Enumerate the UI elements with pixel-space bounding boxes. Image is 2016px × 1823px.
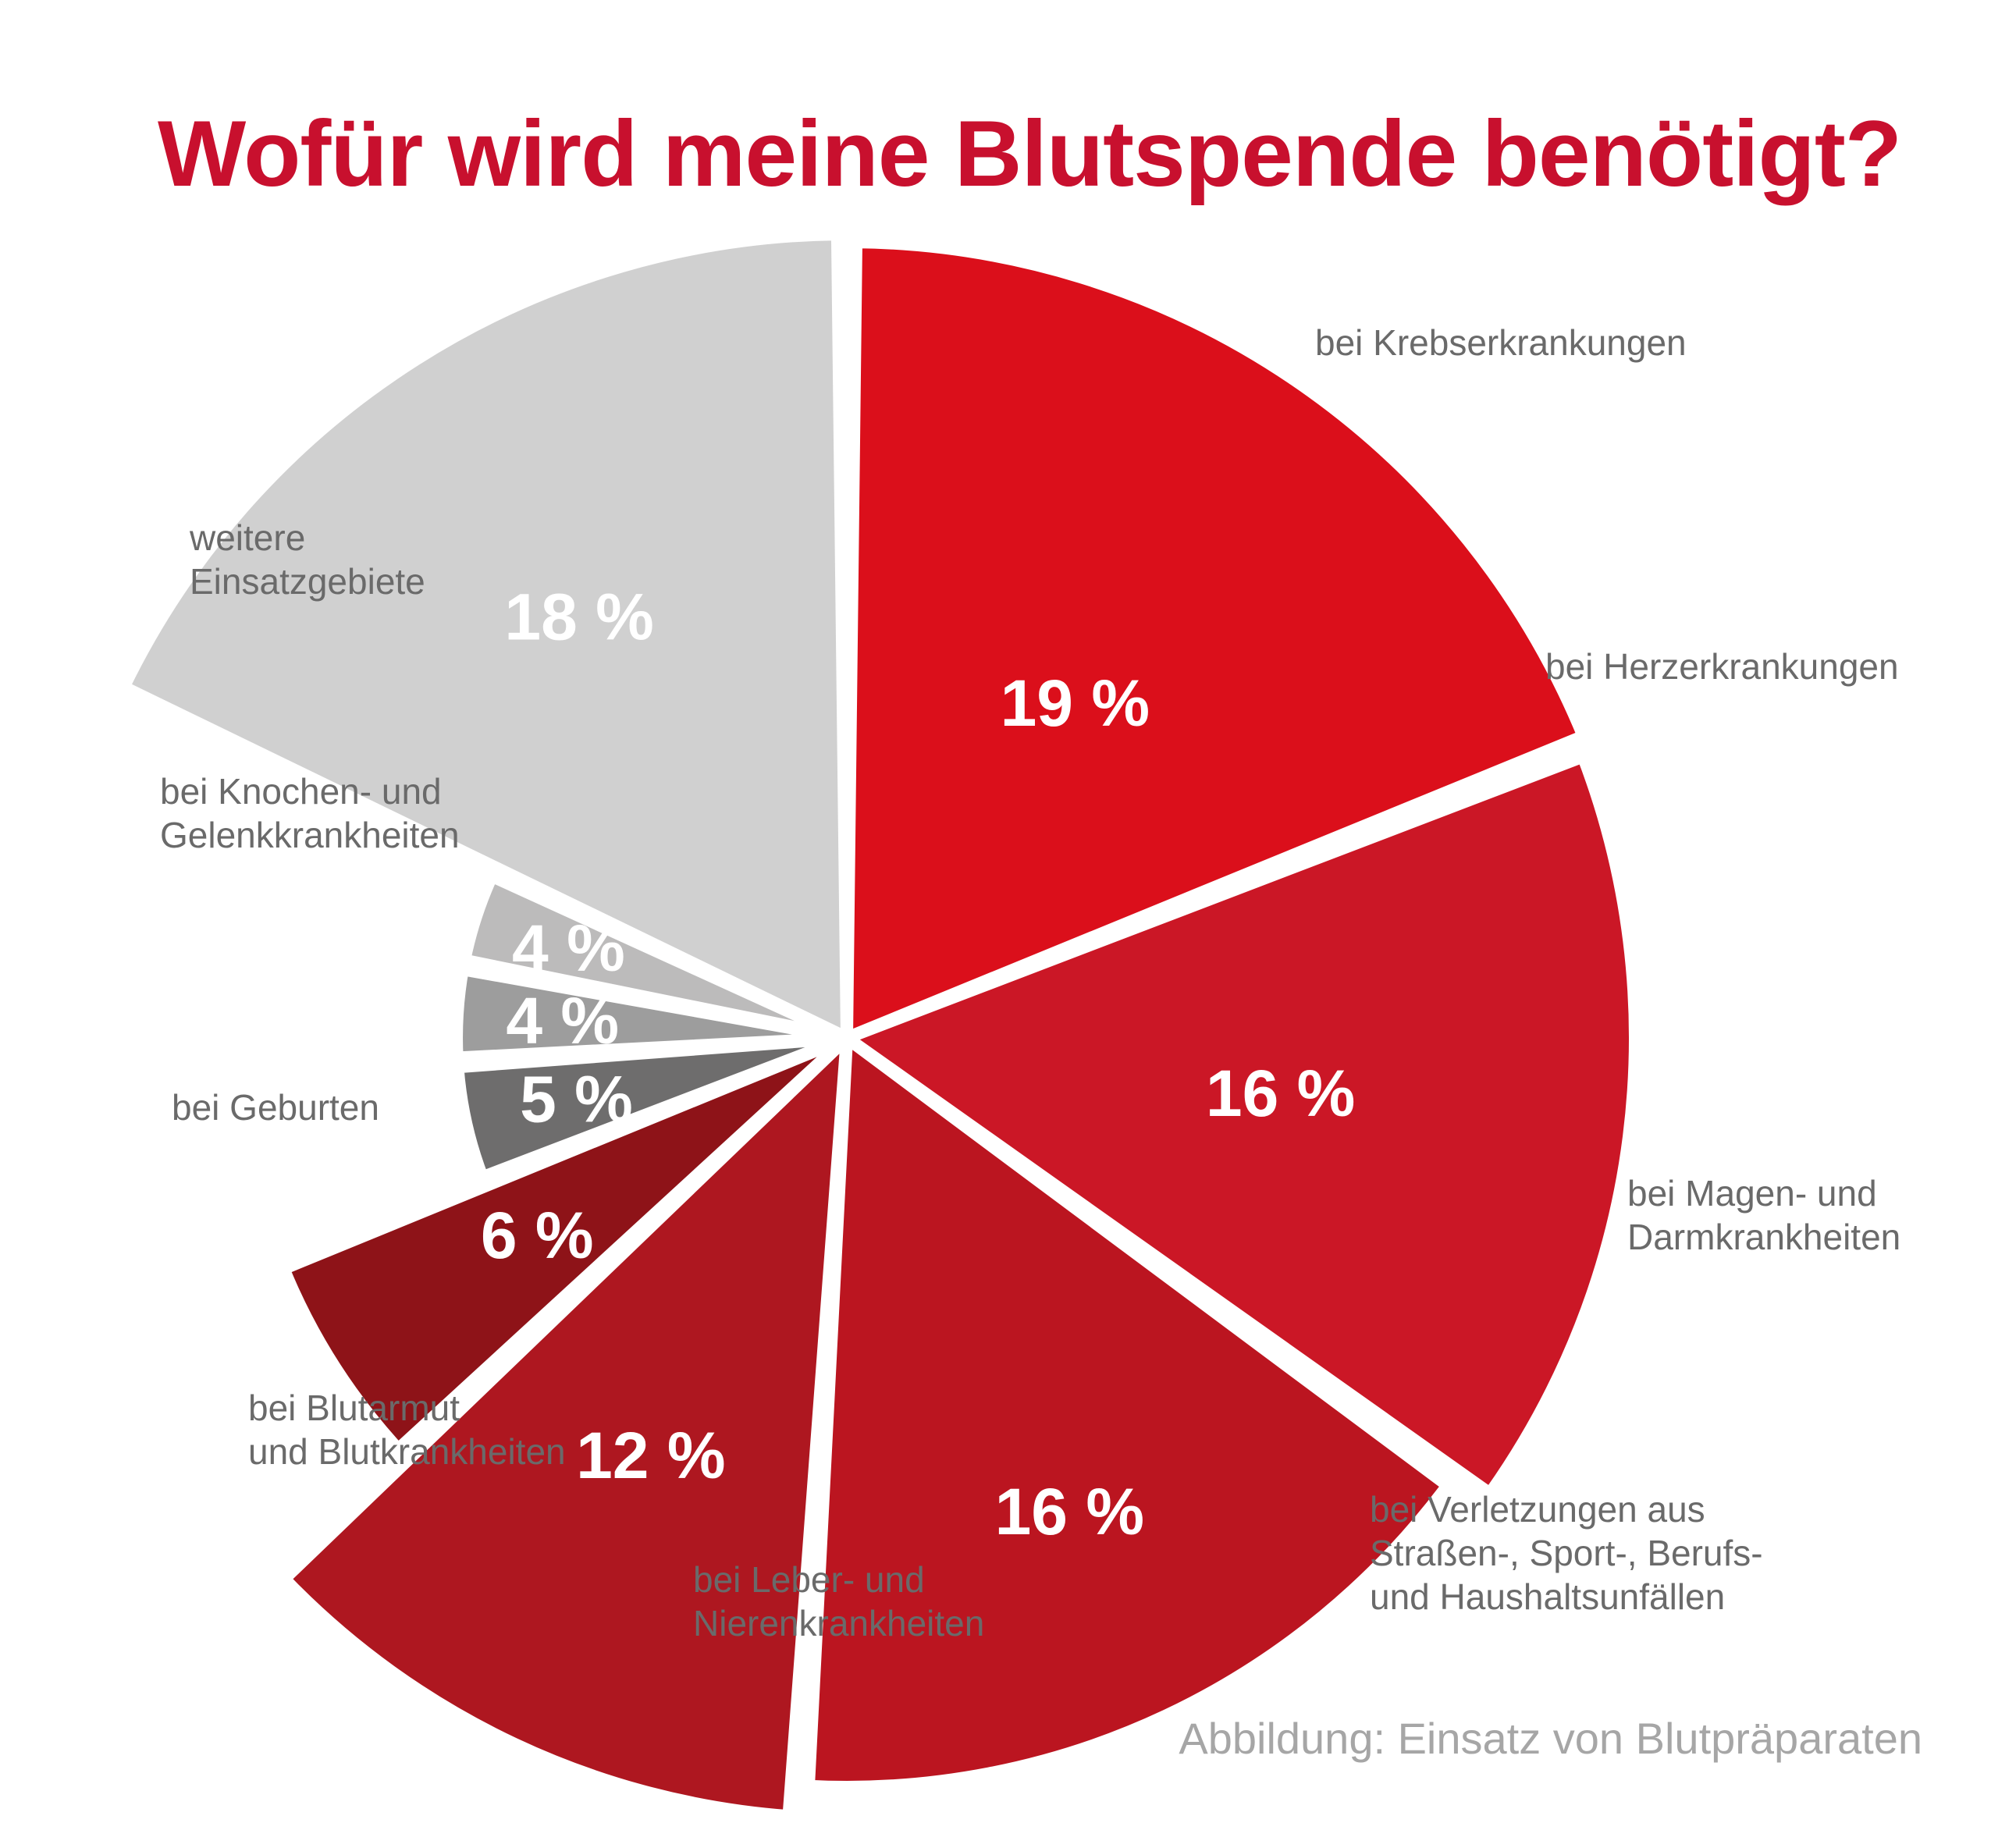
category-label-bei-krebserkrankungen: bei Krebserkrankungen [1315,322,1687,363]
chart-title: Wofür wird meine Blutspende benötigt? [158,101,1902,206]
value-label-bei-knochen-und-gelenkkrankheiten: 4 % [512,912,625,985]
value-label-bei-krebserkrankungen: 19 % [1001,666,1150,740]
category-label-bei-magen-und-darmkrankheiten: bei Magen- und Darmkrankheiten [1627,1173,1900,1257]
category-label-bei-geburten: bei Geburten [172,1087,379,1128]
pie-slice-bei-herzerkrankungen [841,750,1641,1500]
pie-slice-bei-krebserkrankungen [841,236,1590,1044]
value-label-bei-leber-und-nierenkrankheiten: 6 % [481,1199,594,1272]
value-labels: 19 %16 %16 %12 %6 %5 %4 %4 %18 % [481,581,1356,1549]
value-label-bei-herzerkrankungen: 16 % [1206,1057,1355,1130]
value-label-bei-magen-und-darmkrankheiten: 16 % [995,1475,1144,1548]
category-label-bei-verletzungen-aus-straßen-sport-berufs-und-haushaltsunfällen: bei Verletzungen aus Straßen-, Sport-, Be… [1370,1489,1763,1617]
category-label-bei-leber-und-nierenkrankheiten: bei Leber- und Nierenkrankheiten [693,1559,984,1644]
value-label-weitere-einsatzgebiete: 18 % [504,581,653,654]
category-label-weitere-einsatzgebiete: weitere Einsatzgebiete [189,517,425,602]
pie-slice-bei-geburten [450,963,853,1064]
category-label-bei-blutarmut-und-blutkrankheiten: bei Blutarmut und Blutkrankheiten [248,1388,566,1472]
value-label-bei-blutarmut-und-blutkrankheiten: 5 % [520,1062,633,1135]
pie-slice-bei-leber-und-nierenkrankheiten [277,1032,853,1456]
pie-slices [117,228,1641,1823]
category-label-bei-knochen-und-gelenkkrankheiten: bei Knochen- und Gelenkkrankheiten [160,771,460,855]
pie-slice-weitere-einsatzgebiete [117,228,853,1044]
category-labels: bei Krebserkrankungen bei Herzerkrankunge… [160,322,1900,1644]
category-label-bei-herzerkrankungen: bei Herzerkrankungen [1545,646,1899,687]
pie-slice-bei-blutarmut-und-blutkrankheiten [451,1032,853,1184]
value-label-bei-geburten: 4 % [506,984,619,1057]
value-label-bei-verletzungen-aus-straßen-sport-berufs-und-haushaltsunfällen: 12 % [576,1419,725,1492]
pie-slice-bei-verletzungen-aus-straßen-sport-berufs-und-haushaltsunfällen [278,1032,853,1823]
pie-slice-bei-magen-und-darmkrankheiten [802,1032,1454,1793]
figure-caption: Abbildung: Einsatz von Blutpräparaten [1179,1714,1922,1763]
